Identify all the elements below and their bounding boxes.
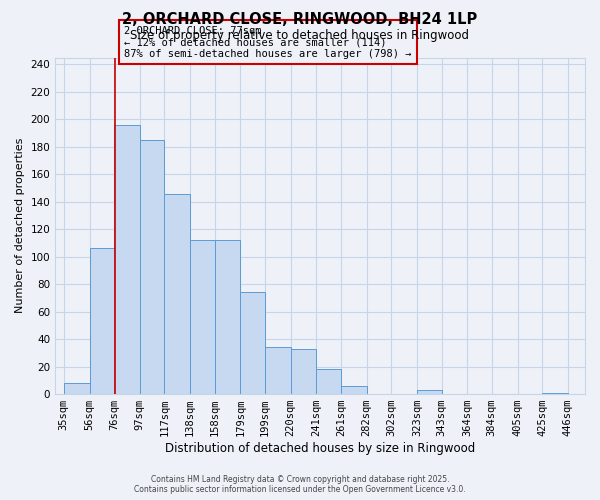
Text: Size of property relative to detached houses in Ringwood: Size of property relative to detached ho…	[131, 28, 470, 42]
Y-axis label: Number of detached properties: Number of detached properties	[15, 138, 25, 314]
Text: 2 ORCHARD CLOSE: 77sqm
← 12% of detached houses are smaller (114)
87% of semi-de: 2 ORCHARD CLOSE: 77sqm ← 12% of detached…	[124, 26, 412, 59]
Text: 2, ORCHARD CLOSE, RINGWOOD, BH24 1LP: 2, ORCHARD CLOSE, RINGWOOD, BH24 1LP	[122, 12, 478, 28]
Bar	[290, 348, 316, 394]
Bar	[190, 240, 215, 394]
Bar	[114, 125, 140, 394]
Bar	[140, 140, 164, 394]
Bar	[241, 292, 265, 394]
Bar	[542, 392, 568, 394]
Bar	[341, 386, 367, 394]
Bar	[164, 194, 190, 394]
Bar	[316, 370, 341, 394]
Text: Contains HM Land Registry data © Crown copyright and database right 2025.
Contai: Contains HM Land Registry data © Crown c…	[134, 474, 466, 494]
Bar	[89, 248, 114, 394]
Bar	[215, 240, 241, 394]
Bar	[417, 390, 442, 394]
Bar	[265, 348, 290, 394]
X-axis label: Distribution of detached houses by size in Ringwood: Distribution of detached houses by size …	[165, 442, 475, 455]
Bar	[64, 383, 89, 394]
